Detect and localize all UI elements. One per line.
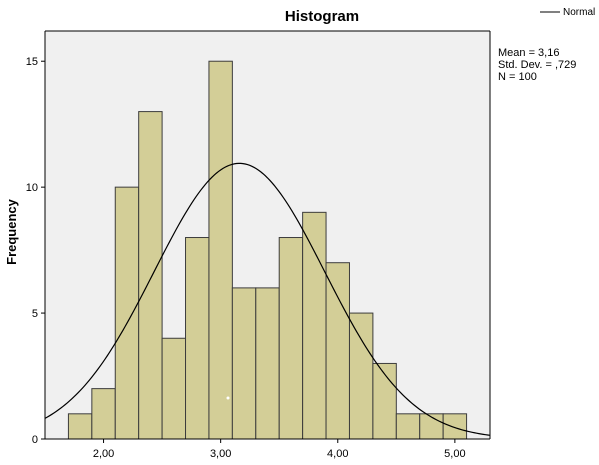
y-axis-label: Frequency — [4, 198, 19, 265]
y-tick-label: 5 — [32, 308, 38, 320]
stat-mean: Mean = 3,16 — [498, 47, 559, 59]
x-tick-label: 3,00 — [210, 448, 231, 460]
histogram-bar — [91, 388, 116, 440]
bars-group — [67, 60, 468, 440]
axes-group — [44, 30, 491, 440]
histogram-bar — [325, 262, 350, 440]
histogram-bar — [114, 186, 140, 440]
stat-std-dev: Std. Dev. = ,729 — [498, 59, 576, 71]
histogram-bar — [67, 413, 93, 440]
stat-n: N = 100 — [498, 71, 537, 83]
histogram-bar — [302, 211, 327, 440]
histogram-bar — [442, 413, 468, 440]
y-tick-label: 15 — [26, 56, 38, 68]
x-tick-label: 4,00 — [327, 448, 348, 460]
histogram-bar — [255, 287, 280, 440]
y-tick-label: 10 — [26, 182, 38, 194]
chart-title: Histogram — [285, 8, 359, 25]
histogram-bar — [278, 237, 304, 440]
histogram-bar — [185, 237, 210, 440]
histogram-bar — [208, 60, 233, 440]
histogram-bar — [348, 312, 374, 440]
normal-curve — [44, 162, 491, 436]
histogram-bar — [138, 111, 163, 440]
x-tick-label: 5,00 — [444, 448, 465, 460]
y-tick-label: 0 — [32, 434, 38, 446]
legend-label: Normal — [563, 7, 595, 18]
x-tick-label: 2,00 — [93, 448, 114, 460]
histogram-bar — [161, 337, 187, 440]
ticks-group: 0 5 10 15 2,00 3,00 4,00 5,00 — [26, 56, 466, 460]
histogram-bar — [231, 287, 257, 440]
marker-dot — [226, 396, 230, 400]
histogram-bar — [395, 413, 421, 440]
